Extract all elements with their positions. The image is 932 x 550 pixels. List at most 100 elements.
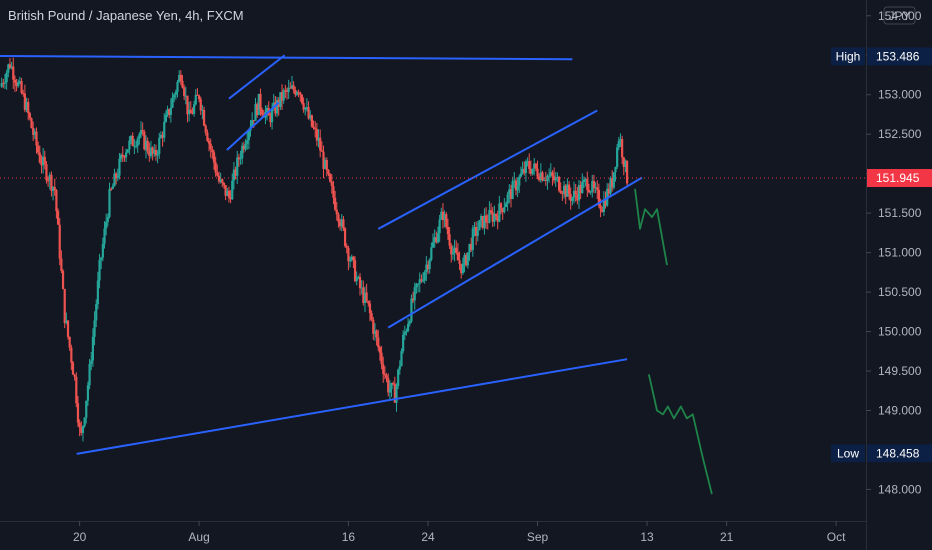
candle (279, 92, 282, 110)
candle (438, 214, 441, 243)
x-tick-label: 13 (640, 530, 654, 544)
candle (96, 271, 99, 310)
candle (445, 211, 448, 230)
candle (411, 291, 415, 303)
trendline-channel-lower[interactable] (387, 176, 643, 329)
candle (294, 86, 297, 98)
candle (324, 157, 327, 170)
candle (436, 226, 440, 244)
candle (120, 153, 123, 162)
candle (546, 174, 549, 190)
candle (236, 150, 239, 184)
candle (309, 110, 312, 121)
candle (471, 225, 474, 257)
candle (365, 283, 368, 303)
candle (538, 173, 541, 182)
candle (431, 233, 435, 249)
candle (18, 76, 22, 85)
currency-badge[interactable]: JPY (883, 6, 916, 25)
candle (118, 153, 121, 180)
candle (300, 94, 304, 105)
candle (622, 156, 625, 176)
candle (204, 124, 207, 136)
candle (284, 84, 287, 99)
candle (395, 383, 398, 412)
projection-2-path[interactable] (648, 374, 713, 495)
candle (66, 320, 70, 340)
trendline-top-resistance[interactable] (0, 55, 573, 61)
candle (416, 283, 420, 293)
candle (345, 243, 348, 254)
candle (407, 318, 410, 333)
candle (302, 97, 305, 113)
trendline-flag-lower[interactable] (226, 101, 280, 151)
candle (443, 210, 446, 228)
candle (533, 157, 536, 176)
candle (196, 88, 199, 96)
candle (488, 201, 491, 224)
candle (388, 380, 391, 400)
candle (17, 79, 20, 88)
x-tick-label: Sep (527, 530, 549, 544)
candle (557, 175, 561, 193)
candle (562, 181, 566, 199)
candle (460, 263, 463, 279)
candle (33, 128, 36, 139)
candle (146, 137, 149, 155)
candle (85, 400, 88, 424)
candle (410, 294, 413, 324)
candle (423, 270, 426, 284)
candle (320, 141, 323, 152)
candle (362, 280, 365, 306)
candle (124, 148, 128, 163)
candle (171, 92, 174, 109)
candle (289, 82, 292, 89)
candle (280, 84, 284, 110)
candle (363, 286, 367, 313)
candle (188, 101, 191, 122)
trendline-channel-upper[interactable] (377, 109, 598, 230)
candle (178, 70, 181, 83)
candle (254, 97, 257, 121)
candle (577, 179, 581, 209)
candle (154, 144, 158, 161)
candle (209, 138, 212, 158)
candle (126, 149, 129, 154)
candle (141, 122, 144, 136)
candle (53, 178, 56, 196)
candle (385, 372, 388, 383)
candle (173, 93, 176, 103)
chart-title: British Pound / Japanese Yen, 4h, FXCM (8, 8, 244, 23)
candle (455, 240, 458, 255)
candle (531, 168, 534, 176)
candle (22, 89, 25, 97)
candle (564, 184, 567, 205)
candle (227, 186, 231, 203)
candle (312, 120, 315, 130)
candle (496, 210, 499, 230)
candle (587, 183, 591, 194)
x-tick-label: Aug (188, 530, 209, 544)
candle (506, 191, 509, 212)
candle (65, 312, 68, 325)
candle (242, 141, 245, 153)
candle (269, 112, 272, 127)
trendline-flag-upper[interactable] (228, 54, 286, 100)
candle (139, 121, 143, 138)
projection-1-path[interactable] (634, 188, 668, 266)
candle (581, 173, 584, 194)
candle (40, 155, 43, 174)
candle (163, 113, 166, 143)
trendline-bottom-support[interactable] (76, 358, 628, 455)
candle (80, 421, 83, 436)
candle (206, 129, 209, 142)
candle (30, 117, 33, 129)
candle (353, 256, 357, 283)
candle (571, 196, 574, 206)
candle (612, 172, 615, 190)
candle (10, 61, 13, 70)
candle (420, 274, 423, 283)
currency-label: JPY (888, 9, 910, 23)
candle (430, 242, 433, 262)
